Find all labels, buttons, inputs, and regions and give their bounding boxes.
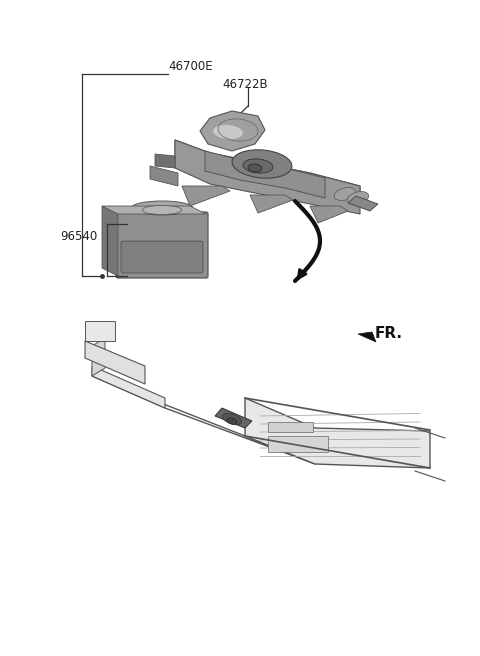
Text: 46722B: 46722B [222,77,268,91]
Polygon shape [182,186,230,206]
Ellipse shape [227,418,237,424]
Polygon shape [92,366,165,408]
FancyBboxPatch shape [121,241,203,273]
Polygon shape [245,398,430,468]
Text: FR.: FR. [375,327,403,342]
Polygon shape [102,206,206,214]
Polygon shape [250,195,293,213]
Polygon shape [358,332,376,342]
Ellipse shape [131,201,193,215]
Polygon shape [348,196,378,211]
Polygon shape [150,166,178,186]
FancyBboxPatch shape [116,212,208,278]
Polygon shape [200,111,265,151]
Polygon shape [205,151,325,198]
Ellipse shape [213,125,243,139]
Ellipse shape [334,188,356,201]
Polygon shape [310,206,348,223]
Polygon shape [102,206,118,276]
Polygon shape [85,341,145,384]
Ellipse shape [222,413,241,425]
Ellipse shape [232,150,292,178]
Ellipse shape [248,164,262,172]
Polygon shape [85,321,115,341]
Polygon shape [155,154,175,168]
Polygon shape [92,338,105,376]
Polygon shape [215,408,252,428]
Text: 96540: 96540 [60,230,97,243]
FancyBboxPatch shape [268,422,313,432]
Text: 46700E: 46700E [168,60,213,73]
FancyBboxPatch shape [268,436,328,452]
Ellipse shape [347,192,369,205]
Polygon shape [175,140,360,200]
Ellipse shape [243,159,273,173]
Polygon shape [175,140,360,214]
Ellipse shape [142,205,182,215]
